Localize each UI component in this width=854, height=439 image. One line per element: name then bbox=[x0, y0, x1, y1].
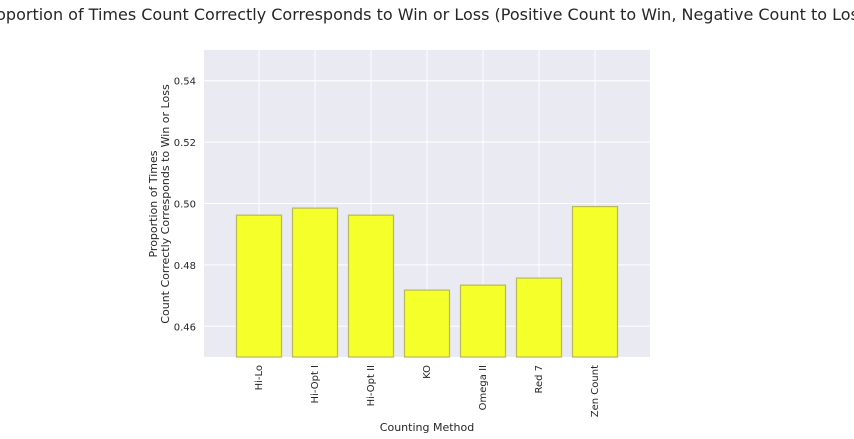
y-tick-labels: 0.46 0.48 0.50 0.52 0.54 bbox=[174, 77, 196, 334]
x-tick-labels: Hi-Lo Hi-Opt I Hi-Opt II KO Omega II Red 7 Zen… bbox=[254, 365, 601, 417]
y-axis-label-line-2: Count Correctly Corresponds to Win or Lo… bbox=[159, 84, 172, 324]
x-axis-label: Counting Method bbox=[380, 421, 474, 434]
y-tick-label: 0.50 bbox=[174, 200, 196, 211]
x-tick-label: Red 7 bbox=[534, 365, 545, 394]
y-tick-label: 0.46 bbox=[174, 322, 196, 333]
bars-layer bbox=[235, 205, 619, 358]
bar-ko bbox=[403, 289, 451, 358]
y-tick-label: 0.54 bbox=[174, 77, 196, 88]
bar-omega-ii bbox=[459, 284, 507, 358]
bar-hi-lo bbox=[235, 214, 283, 358]
y-tick-label: 0.48 bbox=[174, 261, 196, 272]
chart-title: Proportion of Times Count Correctly Corr… bbox=[0, 5, 854, 24]
bar-hi-opt-ii bbox=[347, 214, 395, 358]
x-tick-label: Hi-Opt I bbox=[310, 365, 321, 403]
y-axis-label: Proportion of Times Count Correctly Corr… bbox=[147, 84, 172, 324]
x-tick-label: Omega II bbox=[478, 365, 489, 410]
bar-zen-count bbox=[571, 205, 619, 358]
bar-red-7 bbox=[515, 277, 563, 358]
bar-hi-opt-i bbox=[291, 207, 339, 358]
x-tick-label: KO bbox=[422, 365, 433, 379]
x-tick-label: Hi-Lo bbox=[254, 365, 265, 390]
y-axis-label-line-1: Proportion of Times bbox=[147, 150, 160, 257]
plot-area bbox=[204, 50, 650, 358]
x-tick-label: Zen Count bbox=[590, 365, 601, 417]
x-tick-label: Hi-Opt II bbox=[366, 365, 377, 406]
y-tick-label: 0.52 bbox=[174, 138, 196, 149]
